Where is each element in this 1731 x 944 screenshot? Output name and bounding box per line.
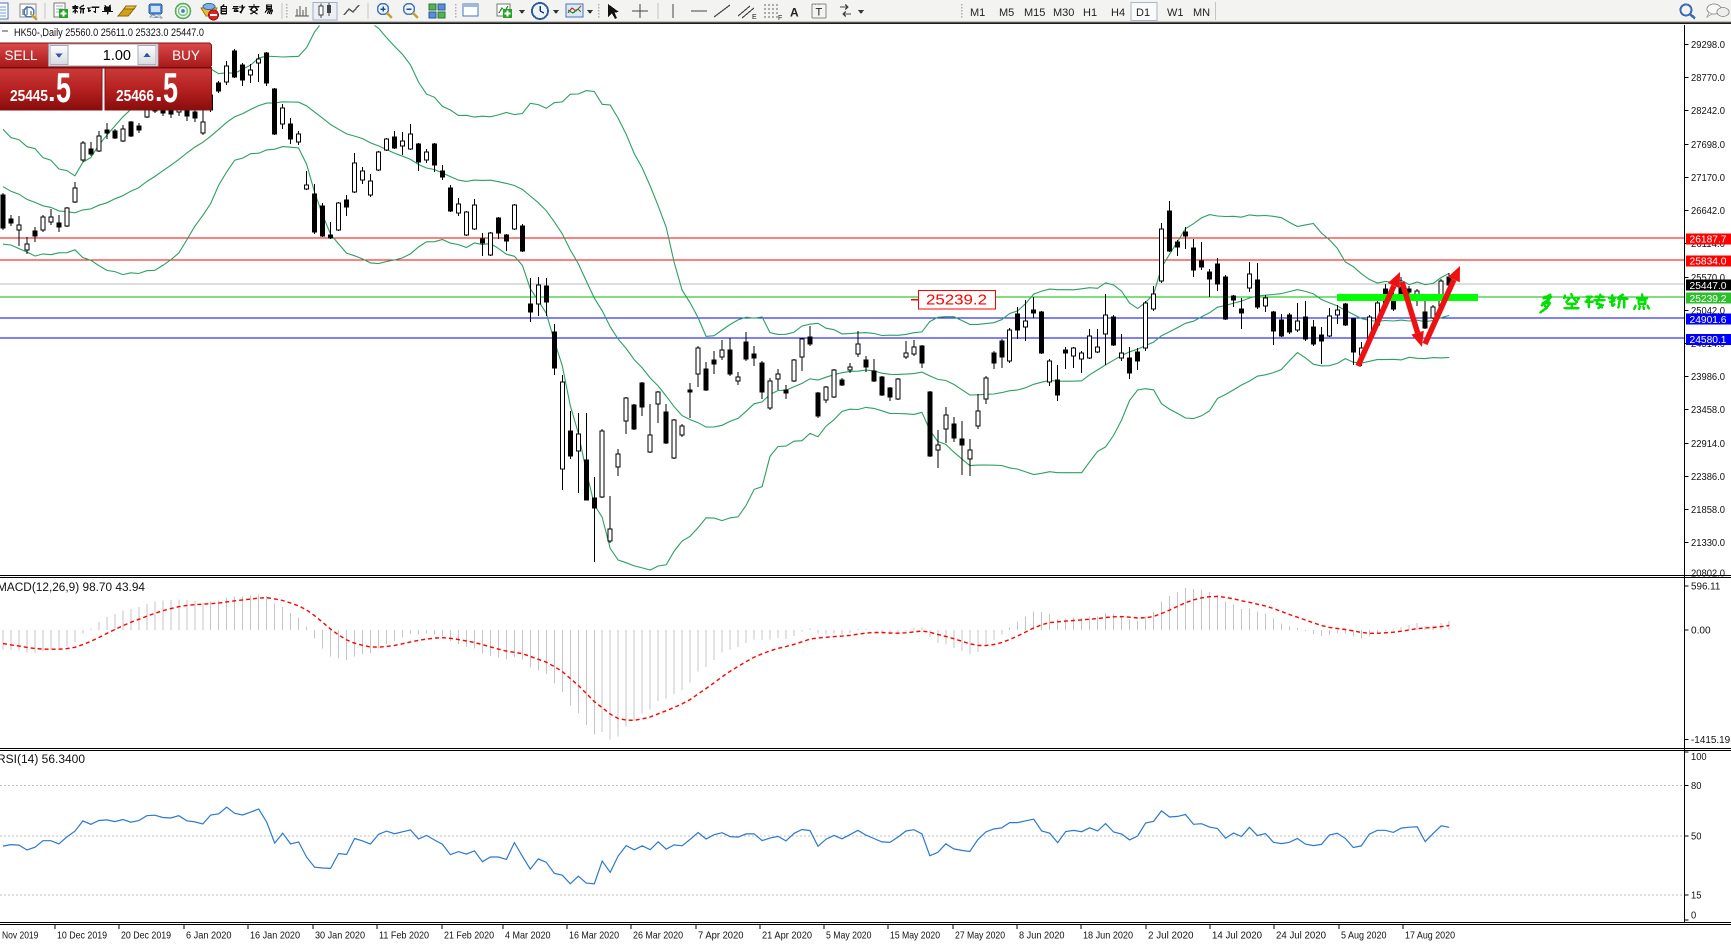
svg-text:25570.0: 25570.0 xyxy=(1691,273,1725,284)
svg-text:MACD(12,26,9) 98.70 43.94: MACD(12,26,9) 98.70 43.94 xyxy=(0,582,146,594)
svg-text:Nov 2019: Nov 2019 xyxy=(2,931,39,942)
svg-text:A: A xyxy=(790,6,799,20)
svg-text:0.00: 0.00 xyxy=(1691,626,1711,637)
svg-text:27698.0: 27698.0 xyxy=(1691,140,1725,151)
svg-text:25466: 25466 xyxy=(116,88,154,105)
svg-text:H1: H1 xyxy=(1083,7,1097,19)
svg-text:21330.0: 21330.0 xyxy=(1691,538,1725,549)
svg-text:16 Jan 2020: 16 Jan 2020 xyxy=(250,931,300,942)
svg-text:4 Mar 2020: 4 Mar 2020 xyxy=(505,931,551,942)
svg-text:80: 80 xyxy=(1691,781,1702,792)
svg-text:SELL: SELL xyxy=(4,48,38,63)
svg-text:T: T xyxy=(816,7,823,19)
svg-text:M30: M30 xyxy=(1053,7,1074,19)
svg-text:5 Aug 2020: 5 Aug 2020 xyxy=(1341,931,1387,942)
svg-text:25447.0: 25447.0 xyxy=(1690,281,1727,292)
svg-text:23986.0: 23986.0 xyxy=(1691,372,1725,383)
svg-text:20 Dec 2019: 20 Dec 2019 xyxy=(121,931,171,942)
svg-text:15 May 2020: 15 May 2020 xyxy=(890,931,940,942)
svg-text:5: 5 xyxy=(56,64,71,111)
svg-text:10 Dec 2019: 10 Dec 2019 xyxy=(57,931,107,942)
svg-text:21 Feb 2020: 21 Feb 2020 xyxy=(444,931,494,942)
svg-text:24901.6: 24901.6 xyxy=(1690,315,1727,326)
svg-text:.: . xyxy=(155,77,163,107)
svg-text:21858.0: 21858.0 xyxy=(1691,505,1725,516)
svg-text:25445: 25445 xyxy=(10,88,48,105)
svg-text:25239.2: 25239.2 xyxy=(1690,294,1727,305)
svg-text:H4: H4 xyxy=(1111,7,1125,19)
svg-text:M15: M15 xyxy=(1024,7,1045,19)
svg-text:M1: M1 xyxy=(970,7,985,19)
svg-text:-1415.19: -1415.19 xyxy=(1691,735,1731,746)
svg-text:26187.7: 26187.7 xyxy=(1690,235,1727,246)
svg-text:14 Jul 2020: 14 Jul 2020 xyxy=(1212,931,1262,942)
svg-text:25239.2: 25239.2 xyxy=(926,292,987,309)
svg-text:27 May 2020: 27 May 2020 xyxy=(955,931,1005,942)
svg-text:D1: D1 xyxy=(1136,7,1150,19)
svg-text:16 Mar 2020: 16 Mar 2020 xyxy=(569,931,619,942)
svg-text:5 May 2020: 5 May 2020 xyxy=(826,931,872,942)
svg-text:25042.0: 25042.0 xyxy=(1691,306,1725,317)
svg-text:100: 100 xyxy=(1691,752,1707,763)
svg-text:28770.0: 28770.0 xyxy=(1691,73,1725,84)
svg-text:25834.0: 25834.0 xyxy=(1690,257,1727,268)
svg-text:M5: M5 xyxy=(999,7,1014,19)
svg-text:29298.0: 29298.0 xyxy=(1691,40,1725,51)
svg-text:24580.1: 24580.1 xyxy=(1690,335,1727,346)
svg-text:22914.0: 22914.0 xyxy=(1691,439,1725,450)
svg-text:5: 5 xyxy=(163,64,178,111)
svg-text:2 Jul 2020: 2 Jul 2020 xyxy=(1148,931,1194,942)
svg-text:8 Jun 2020: 8 Jun 2020 xyxy=(1019,931,1065,942)
svg-text:23458.0: 23458.0 xyxy=(1691,405,1725,416)
svg-text:.: . xyxy=(48,77,56,107)
svg-text:1.00: 1.00 xyxy=(103,48,131,64)
svg-text:11 Feb 2020: 11 Feb 2020 xyxy=(379,931,429,942)
svg-text:17 Aug 2020: 17 Aug 2020 xyxy=(1405,931,1455,942)
svg-text:18 Jun 2020: 18 Jun 2020 xyxy=(1083,931,1133,942)
svg-text:22386.0: 22386.0 xyxy=(1691,472,1725,483)
svg-text:6 Jan 2020: 6 Jan 2020 xyxy=(186,931,232,942)
svg-text:BUY: BUY xyxy=(172,48,200,63)
svg-text:0: 0 xyxy=(1691,911,1697,922)
svg-text:21 Apr 2020: 21 Apr 2020 xyxy=(762,931,812,942)
svg-text:27170.0: 27170.0 xyxy=(1691,173,1725,184)
svg-text:30 Jan 2020: 30 Jan 2020 xyxy=(315,931,365,942)
svg-text:15: 15 xyxy=(1691,890,1702,901)
svg-text:F: F xyxy=(778,15,782,22)
svg-text:24 Jul 2020: 24 Jul 2020 xyxy=(1276,931,1326,942)
svg-text:596.11: 596.11 xyxy=(1691,582,1721,593)
svg-text:20802.0: 20802.0 xyxy=(1691,568,1725,579)
svg-text:7 Apr 2020: 7 Apr 2020 xyxy=(698,931,744,942)
svg-text:RSI(14) 56.3400: RSI(14) 56.3400 xyxy=(0,754,85,766)
svg-text:MN: MN xyxy=(1193,7,1210,19)
svg-text:26 Mar 2020: 26 Mar 2020 xyxy=(633,931,683,942)
svg-text:E: E xyxy=(752,14,757,21)
svg-text:26642.0: 26642.0 xyxy=(1691,206,1725,217)
svg-text:26114.0: 26114.0 xyxy=(1691,239,1725,250)
svg-text:HK50-,Daily 25560.0 25611.0 2: HK50-,Daily 25560.0 25611.0 25323.0 2544… xyxy=(14,27,204,39)
svg-text:28242.0: 28242.0 xyxy=(1691,106,1725,117)
svg-text:50: 50 xyxy=(1691,831,1702,842)
svg-text:W1: W1 xyxy=(1167,7,1184,19)
